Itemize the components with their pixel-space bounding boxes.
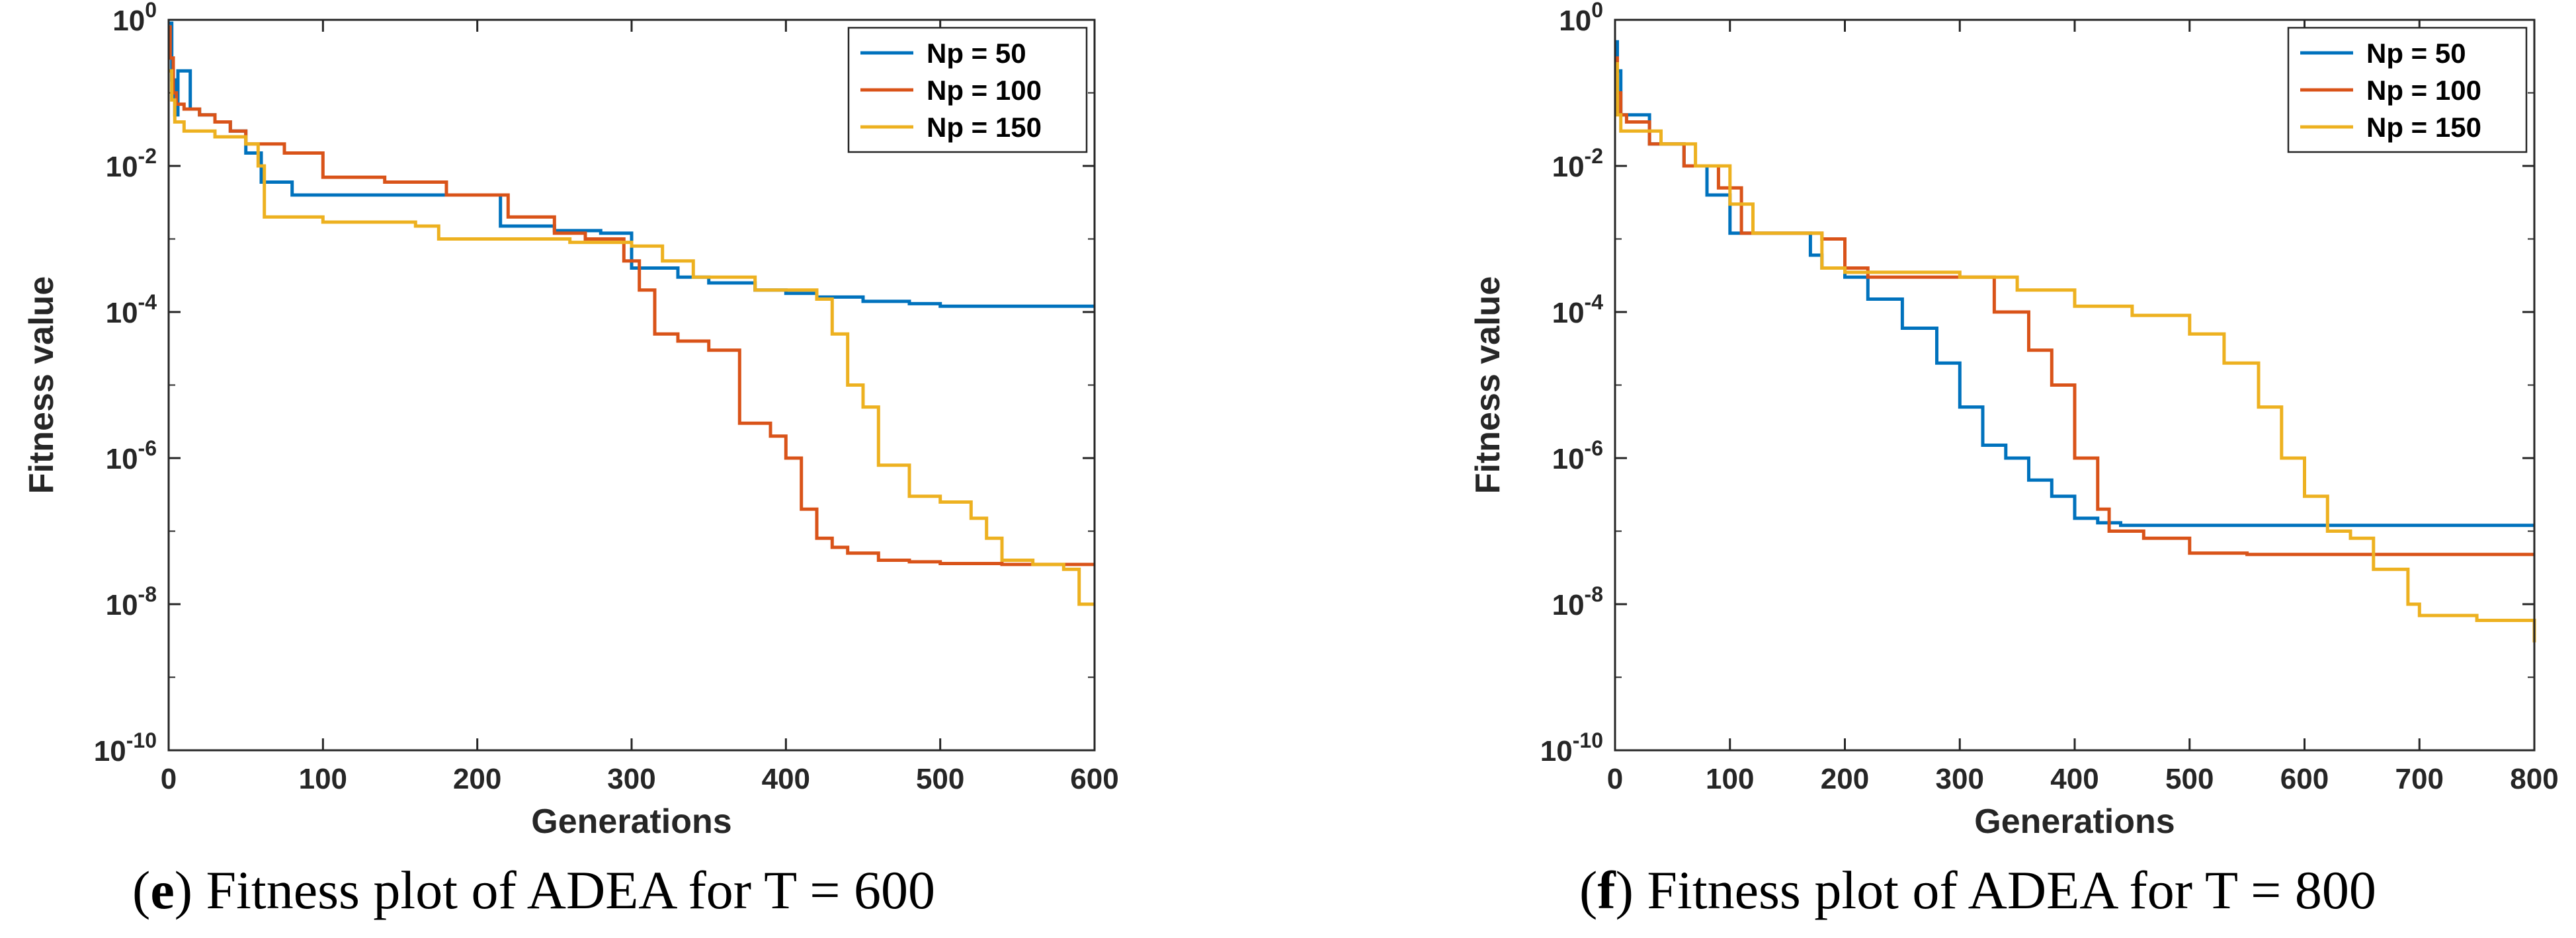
x-tick-label: 100 — [299, 763, 347, 795]
y-tick-label: 10-4 — [1552, 290, 1604, 329]
y-tick-label: 10-4 — [106, 290, 157, 329]
legend-entry: Np = 150 — [927, 112, 1042, 143]
fitness-chart-e: 0 100 200 300 400 500 600 100 10-2 10-4 10-6 10-8 10… — [22, 0, 1119, 841]
legend-entry: Np = 100 — [927, 75, 1042, 106]
caption-e-prefix: ( — [132, 860, 151, 920]
x-tick-label: 600 — [2280, 763, 2329, 795]
y-tick-label: 10-10 — [94, 728, 157, 767]
legend-entry: Np = 100 — [2366, 75, 2481, 106]
caption-e-letter: e — [150, 860, 175, 920]
x-tick-label: 100 — [1706, 763, 1754, 795]
series-line-np-150 — [1615, 62, 2536, 643]
caption-f-prefix: ( — [1579, 860, 1598, 920]
legend-entry: Np = 50 — [927, 38, 1026, 69]
y-tick-label: 10-2 — [1552, 144, 1603, 183]
legend-entry: Np = 50 — [2366, 38, 2466, 69]
x-tick-label: 400 — [762, 763, 810, 795]
x-tick-label: 400 — [2050, 763, 2098, 795]
caption-f: (f) Fitness plot of ADEA for T = 800 — [1579, 859, 2376, 921]
y-axis-label: Fitness value — [22, 276, 61, 494]
x-tick-label: 500 — [916, 763, 964, 795]
caption-f-text: ) Fitness plot of ADEA for T = 800 — [1615, 860, 2376, 920]
legend: Np = 50 Np = 100 Np = 150 — [847, 26, 1088, 153]
plot-frame-top — [167, 19, 1096, 752]
x-tick-label: 700 — [2395, 763, 2444, 795]
legend: Np = 50 Np = 100 Np = 150 — [2287, 26, 2528, 153]
y-tick-label: 10-6 — [1552, 436, 1603, 475]
caption-f-letter: f — [1597, 860, 1616, 920]
figure-panel-f: 0 100 200 300 400 500 600 700 800 100 10-2 10-4 10-6… — [1288, 0, 2576, 938]
y-tick-label: 10-8 — [106, 582, 157, 621]
y-tick-label: 10-6 — [106, 436, 157, 475]
series-line-np-100 — [168, 25, 1095, 567]
x-tick-label: 500 — [2165, 763, 2214, 795]
x-axis-label: Generations — [1974, 802, 2175, 841]
y-axis-label: Fitness value — [1469, 276, 1507, 494]
x-tick-label: 200 — [453, 763, 501, 795]
series-line-np-100 — [1615, 56, 2534, 557]
fitness-chart-f: 0 100 200 300 400 500 600 700 800 100 10-2 10-4 10-6… — [1469, 0, 2559, 841]
y-tick-label: 10-10 — [1540, 728, 1603, 767]
y-tick-label: 100 — [112, 0, 157, 37]
plot-frame-top — [1614, 19, 2536, 752]
x-tick-label: 200 — [1821, 763, 1869, 795]
x-tick-label: 800 — [2510, 763, 2558, 795]
x-tick-label: 300 — [607, 763, 655, 795]
x-tick-label: 0 — [161, 763, 177, 795]
x-tick-label: 600 — [1070, 763, 1118, 795]
x-axis-label: Generations — [531, 802, 731, 841]
y-tick-label: 10-8 — [1552, 582, 1603, 621]
caption-e: (e) Fitness plot of ADEA for T = 600 — [132, 859, 935, 921]
x-tick-label: 300 — [1936, 763, 1984, 795]
legend-entry: Np = 150 — [2366, 112, 2481, 143]
y-tick-label: 10-2 — [106, 144, 157, 183]
series-line-np-150 — [169, 69, 1095, 606]
x-tick-label: 0 — [1607, 763, 1623, 795]
caption-e-text: ) Fitness plot of ADEA for T = 600 — [174, 860, 935, 920]
y-tick-label: 100 — [1559, 0, 1603, 37]
figure-panel-e: 0 100 200 300 400 500 600 100 10-2 10-4 10-6 10-8 10… — [22, 0, 1119, 921]
